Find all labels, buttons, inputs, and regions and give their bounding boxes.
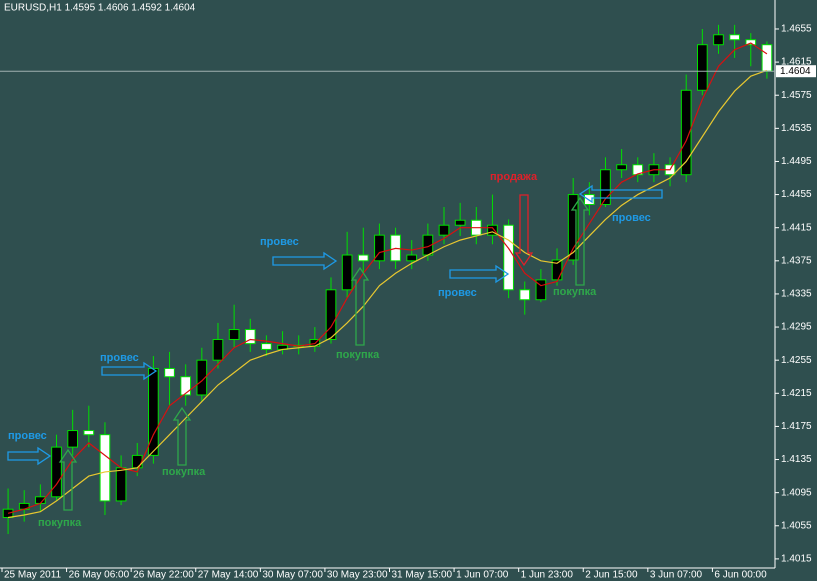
candle-body [713,34,724,46]
candle-body [261,343,272,350]
candle-body [438,224,450,236]
y-tick-label: 1.4095 [781,487,812,498]
candle-body [551,259,563,281]
x-tick-label: 3 Jun 07:00 [650,570,703,581]
annotation-label: покупка [336,349,380,361]
candle-body [196,359,208,396]
candle-body [567,194,579,261]
x-tick-label: 26 May 06:00 [69,570,130,581]
candle-body [680,89,692,176]
x-tick-label: 27 May 14:00 [198,570,259,581]
candle-body [212,338,224,361]
candle-body [228,329,240,340]
annotation-arrow [272,251,338,271]
current-price-box [776,65,816,78]
x-tick-label: 25 May 2011 [4,570,62,581]
candle-body [374,234,385,262]
candle-body [616,164,627,171]
candle-body [99,434,111,502]
annotation-arrow [350,266,370,346]
candle-body [454,219,466,226]
annotation-label: покупка [38,517,82,529]
candle-body [83,430,95,436]
candle-body [357,254,369,262]
annotation-arrow [449,264,510,284]
candle-body [406,254,418,262]
candle-body [164,367,175,378]
y-tick-label: 1.4375 [781,255,812,266]
y-tick-label: 1.4575 [781,90,812,101]
candle-body [67,430,78,448]
x-tick-label: 2 Jun 15:00 [585,570,638,581]
x-tick-label: 31 May 15:00 [392,570,453,581]
candle-body [503,224,514,291]
annotation-label: провес [438,287,477,299]
y-tick-label: 1.4255 [781,355,812,366]
y-tick-label: 1.4135 [781,454,812,465]
annotation-label: покупка [162,466,206,478]
candle-body [600,169,611,206]
annotation-arrow [570,196,590,286]
annotation-label: провес [8,430,47,442]
x-tick-label: 30 May 07:00 [262,570,323,581]
annotation-arrow [58,448,78,511]
y-tick-label: 1.4535 [781,123,812,134]
candle-body [51,446,62,498]
y-tick-label: 1.4295 [781,322,812,333]
y-tick-label: 1.4655 [781,24,812,35]
y-tick-label: 1.4495 [781,156,812,167]
current-price-label: 1.4604 [780,66,811,77]
candle-body [341,254,353,291]
candle-body [2,508,14,518]
candle-body [180,376,192,396]
y-tick-label: 1.4015 [781,554,812,565]
candle-body [761,44,773,72]
annotation-label: покупка [553,286,597,298]
candle-body [115,467,127,502]
y-tick-label: 1.4615 [781,57,812,68]
annotation-label: провес [100,352,139,364]
y-tick-label: 1.4455 [781,189,812,200]
candle-body [535,279,547,301]
annotation-arrow [514,194,534,267]
candle-body [697,44,708,91]
candle-body [325,289,337,340]
y-tick-label: 1.4415 [781,222,812,233]
chart-title: EURUSD,H1 1.4595 1.4606 1.4592 1.4604 [4,3,196,14]
candle-body [519,289,531,301]
annotation-arrow [101,361,158,381]
moving-average [7,42,768,514]
candle-body [148,367,159,456]
candle-body [487,224,498,236]
annotation-label: провес [612,212,651,224]
candle-body [244,329,256,345]
candle-body [131,454,143,469]
annotation-arrow [578,184,663,204]
candle-body [632,164,644,176]
candle-body [745,39,757,46]
y-tick-label: 1.4175 [781,421,812,432]
y-tick-label: 1.4335 [781,289,812,300]
annotation-arrow [172,406,192,466]
candle-body [729,34,740,41]
annotation-arrow [7,446,52,466]
moving-average [7,69,768,519]
x-tick-label: 30 May 23:00 [327,570,388,581]
x-tick-label: 1 Jun 07:00 [456,570,509,581]
x-tick-label: 26 May 22:00 [133,570,194,581]
y-tick-label: 1.4215 [781,388,812,399]
annotation-label: продажа [490,171,538,183]
x-tick-label: 6 Jun 00:00 [714,570,767,581]
y-tick-label: 1.4055 [781,520,812,531]
x-tick-label: 1 Jun 23:00 [521,570,574,581]
annotation-label: провес [260,236,299,248]
